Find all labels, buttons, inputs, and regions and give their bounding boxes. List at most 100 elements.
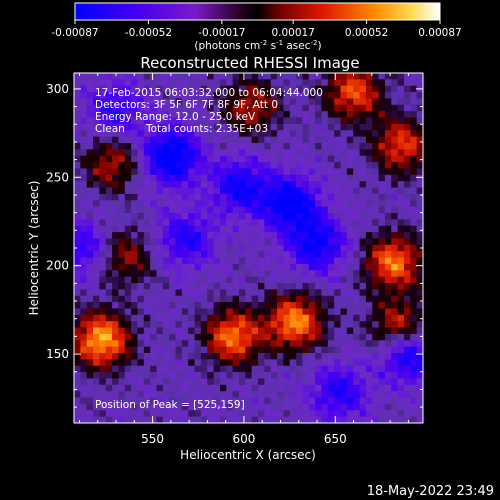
heatmap-cell [175, 346, 183, 354]
heatmap-cell [346, 162, 354, 170]
heatmap-cell [346, 321, 354, 329]
heatmap-cell [372, 327, 380, 335]
heatmap-cell [194, 365, 202, 373]
heatmap-cell [156, 143, 164, 150]
heatmap-cell [308, 187, 316, 195]
heatmap-cell [131, 244, 139, 252]
heatmap-cell [308, 174, 316, 182]
heatmap-cell [391, 308, 399, 316]
heatmap-cell [200, 346, 208, 354]
heatmap-cell [327, 410, 335, 418]
heatmap-cell [410, 251, 418, 259]
heatmap-cell [124, 410, 132, 418]
heatmap-cell [378, 365, 386, 373]
heatmap-cell [181, 302, 189, 310]
heatmap-cell [156, 257, 164, 265]
heatmap-cell [188, 340, 196, 348]
heatmap-cell [86, 174, 94, 182]
heatmap-cell [213, 85, 221, 93]
heatmap-cell [270, 333, 278, 341]
heatmap-cell [277, 200, 284, 208]
heatmap-cell [226, 238, 234, 246]
heatmap-cell [181, 92, 189, 100]
heatmap-cell [277, 149, 284, 157]
heatmap-cell [175, 123, 183, 131]
heatmap-cell [302, 283, 310, 290]
heatmap-cell [188, 384, 196, 392]
heatmap-cell [378, 73, 386, 80]
heatmap-cell [150, 257, 158, 265]
heatmap-cell [264, 123, 272, 131]
heatmap-cell [258, 85, 265, 93]
heatmap-cell [372, 193, 380, 201]
heatmap-cell [296, 200, 304, 208]
heatmap-cell [80, 391, 88, 399]
heatmap-cell [150, 283, 158, 290]
heatmap-cell [258, 181, 265, 189]
heatmap-cell [226, 123, 234, 131]
heatmap-cell [86, 308, 94, 316]
heatmap-cell [194, 206, 202, 214]
heatmap-cell [169, 98, 177, 106]
heatmap-cell [315, 238, 323, 246]
heatmap-cell [181, 193, 189, 201]
heatmap-cell [403, 263, 411, 271]
heatmap-cell [150, 378, 158, 386]
heatmap-cell [296, 143, 304, 150]
heatmap-cell [378, 416, 386, 423]
heatmap-cell [232, 391, 240, 399]
heatmap-cell [162, 123, 170, 131]
heatmap-cell [258, 359, 265, 367]
heatmap-cell [321, 353, 329, 360]
heatmap-cell [384, 276, 392, 284]
heatmap-cell [238, 397, 246, 405]
heatmap-cell [137, 200, 145, 208]
heatmap-cell [289, 136, 297, 144]
heatmap-cell [219, 333, 227, 341]
heatmap-cell [245, 117, 253, 125]
heatmap-cell [105, 384, 113, 392]
heatmap-cell [321, 181, 329, 189]
heatmap-cell [169, 276, 177, 284]
heatmap-cell [258, 155, 265, 163]
heatmap-cell [131, 359, 139, 367]
heatmap-cell [112, 244, 120, 252]
heatmap-cell [264, 143, 272, 150]
heatmap-cell [143, 136, 151, 144]
heatmap-cell [86, 321, 94, 329]
heatmap-cell [245, 276, 253, 284]
heatmap-cell [327, 206, 335, 214]
heatmap-cell [175, 397, 183, 405]
heatmap-cell [397, 340, 405, 348]
heatmap-cell [308, 391, 316, 399]
heatmap-cell [143, 174, 151, 182]
heatmap-cell [277, 270, 284, 278]
heatmap-cell [213, 193, 221, 201]
heatmap-cell [207, 200, 215, 208]
heatmap-cell [219, 225, 227, 233]
heatmap-cell [137, 244, 145, 252]
heatmap-cell [118, 213, 126, 220]
heatmap-cell [105, 136, 113, 144]
heatmap-cell [156, 346, 164, 354]
heatmap-cell [353, 397, 361, 405]
heatmap-cell [378, 308, 386, 316]
heatmap-cell [403, 257, 411, 265]
heatmap-cell [384, 333, 392, 341]
heatmap-cell [251, 155, 259, 163]
heatmap-cell [124, 397, 132, 405]
heatmap-cell [359, 416, 367, 423]
heatmap-cell [213, 213, 221, 220]
heatmap-cell [188, 117, 196, 125]
heatmap-cell [403, 206, 411, 214]
heatmap-cell [283, 85, 291, 93]
heatmap-cell [283, 263, 291, 271]
heatmap-cell [99, 123, 107, 131]
heatmap-cell [372, 257, 380, 265]
heatmap-cell [232, 225, 240, 233]
heatmap-cell [213, 162, 221, 170]
heatmap-cell [308, 85, 316, 93]
heatmap-cell [397, 219, 405, 227]
heatmap-cell [188, 79, 196, 87]
heatmap-cell [86, 143, 94, 150]
